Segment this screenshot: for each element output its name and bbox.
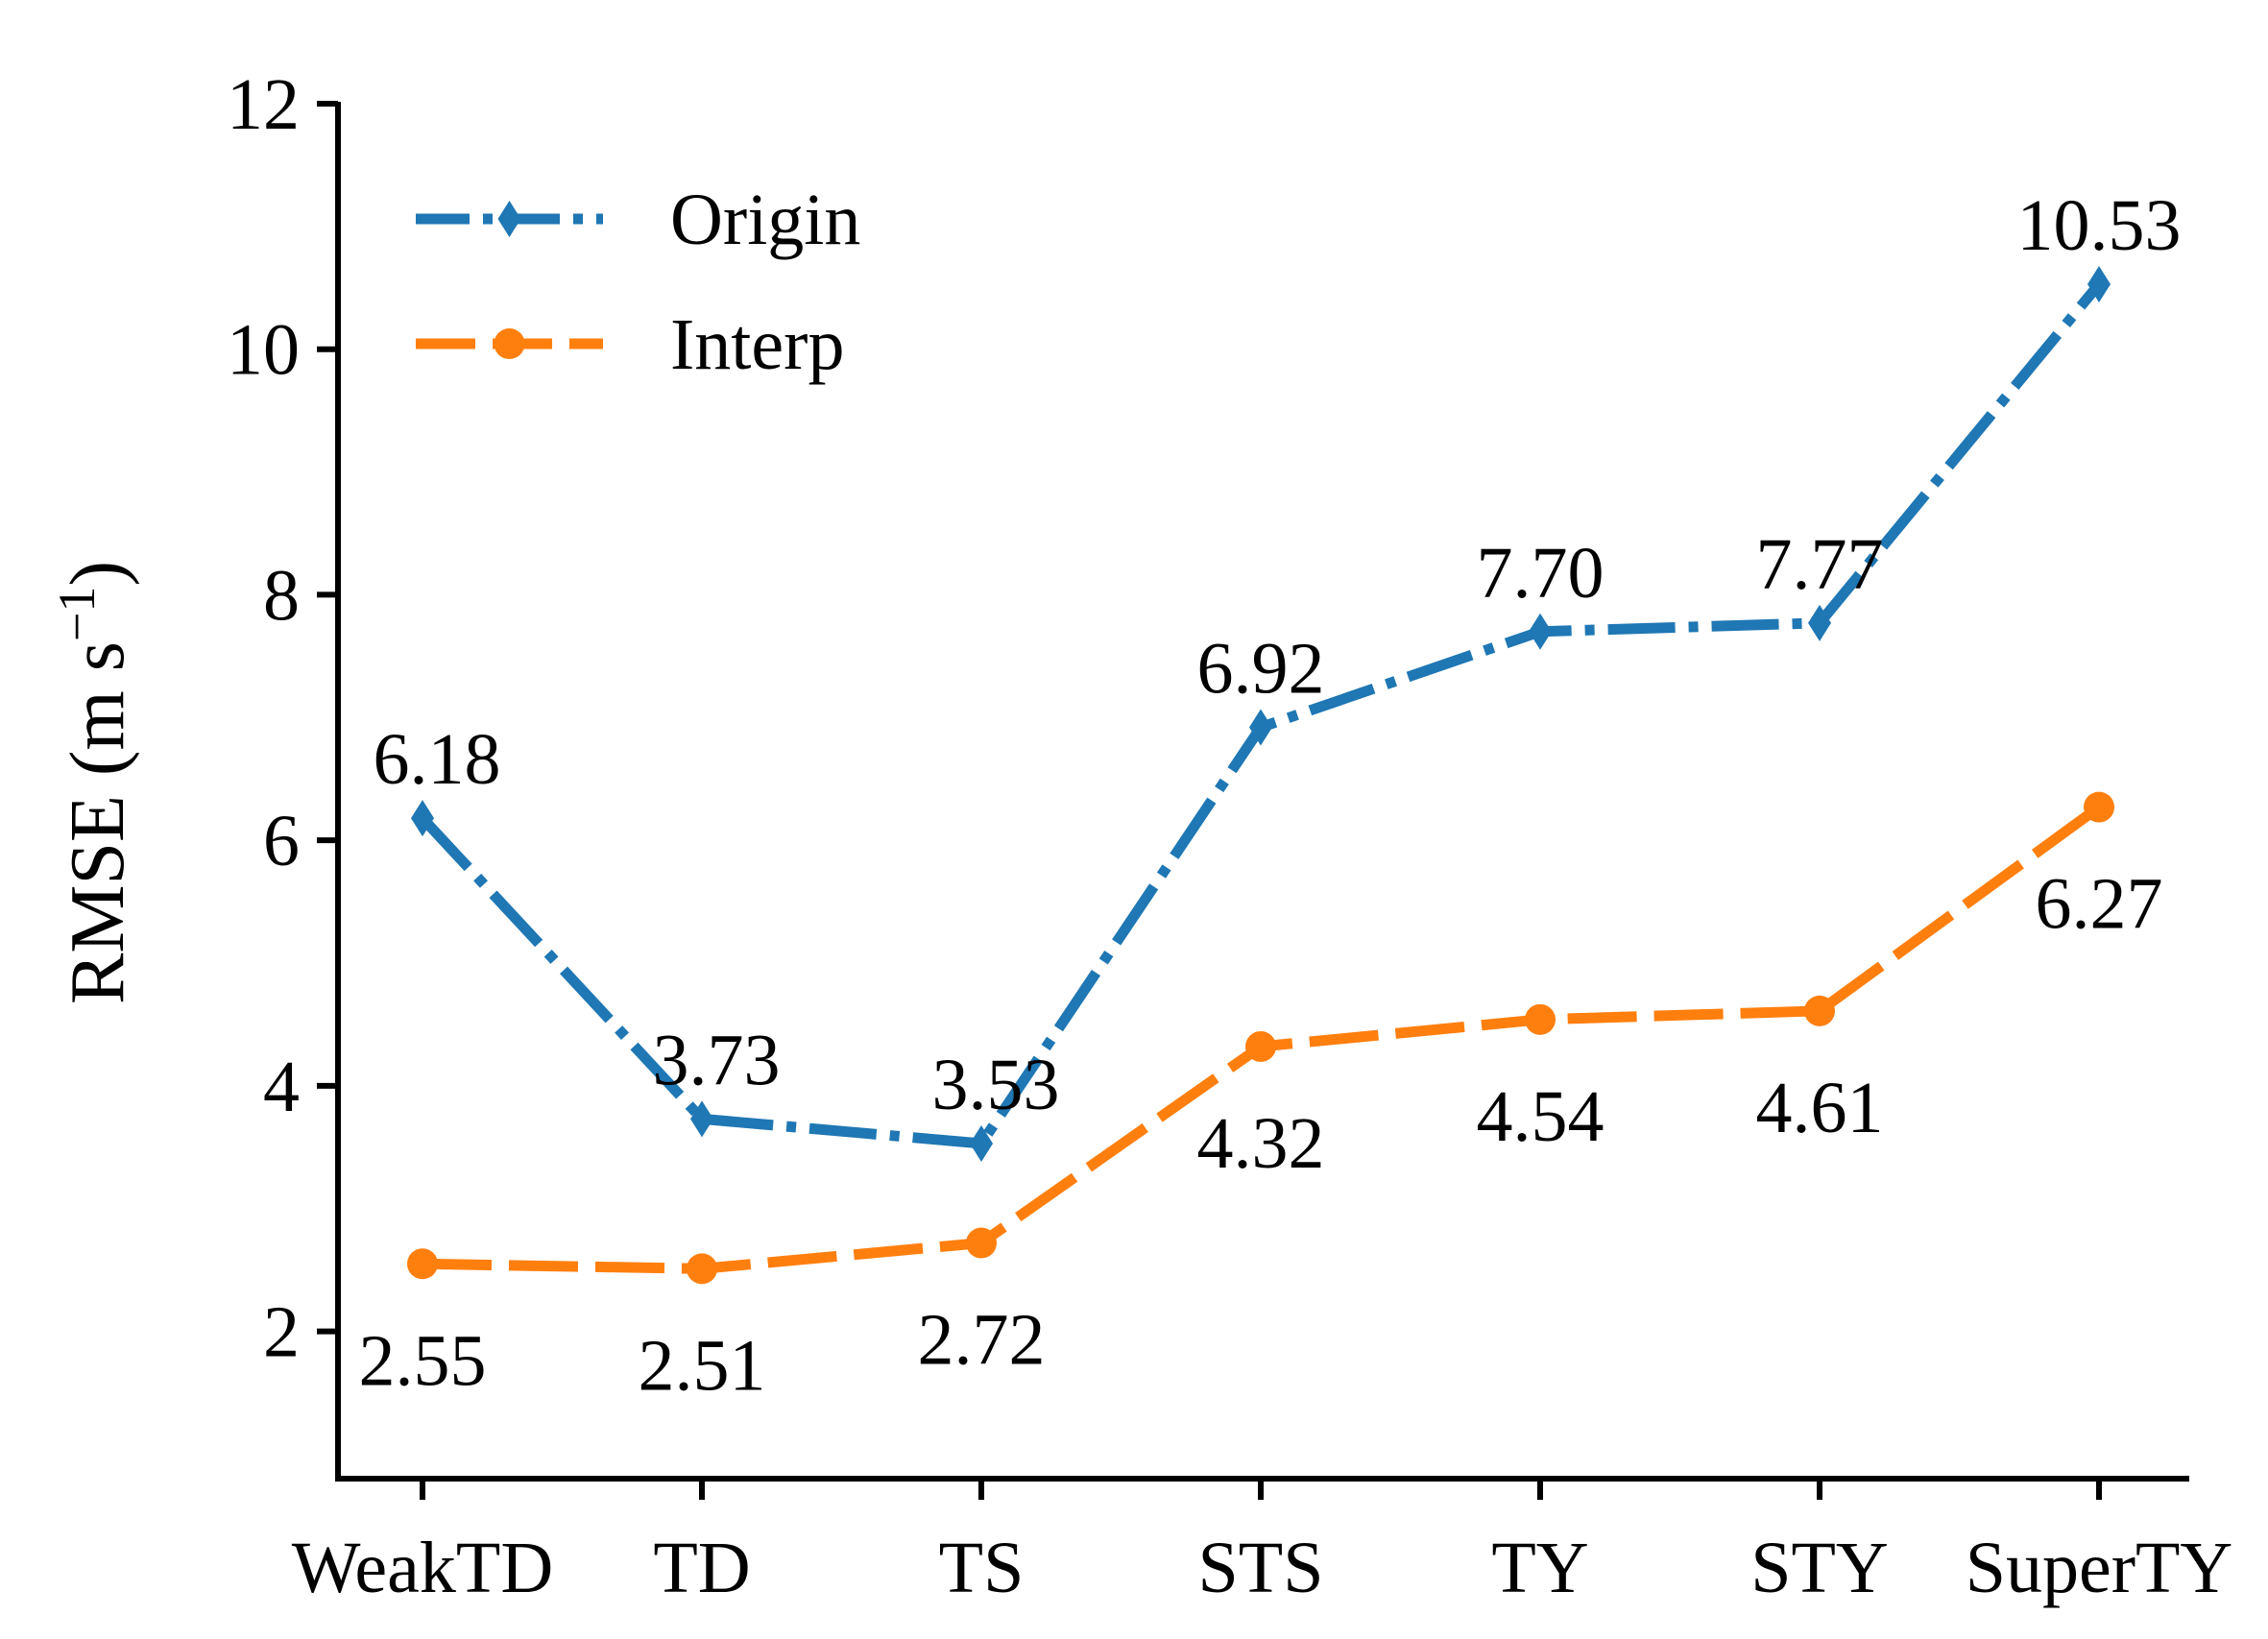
data-labels: 6.18 3.73 3.53 6.92 7.70 7.77 10.53 2.55 2.51 2.7… <box>359 185 2182 1406</box>
point-origin-sts <box>1249 709 1272 746</box>
point-origin-ty <box>1529 613 1552 650</box>
point-origin-superty <box>2087 265 2111 302</box>
x-tick-label-ty: TY <box>1491 1528 1588 1608</box>
series-layer <box>407 265 2114 1285</box>
data-label-interp-ty: 4.54 <box>1477 1076 1604 1157</box>
point-interp-sty <box>1804 995 1835 1026</box>
point-interp-weaktd <box>407 1248 438 1280</box>
data-label-interp-ts: 2.72 <box>918 1300 1046 1381</box>
point-origin-weaktd <box>411 800 434 837</box>
data-label-interp-weaktd: 2.55 <box>359 1320 487 1401</box>
data-label-origin-weaktd: 6.18 <box>374 719 501 800</box>
x-tick-label-superty: SuperTY <box>1966 1528 2233 1608</box>
y-tick-label: 12 <box>227 64 300 145</box>
legend: Origin Interp <box>416 180 860 385</box>
legend-marker-origin <box>497 201 521 237</box>
y-tick-label: 2 <box>263 1292 300 1373</box>
x-tick-label-sts: STS <box>1198 1528 1324 1608</box>
data-label-origin-sty: 7.77 <box>1756 524 1884 605</box>
x-tick-label-td: TD <box>653 1528 750 1608</box>
legend-item-origin: Origin <box>416 180 860 260</box>
series-interp <box>407 791 2114 1285</box>
data-label-interp-sts: 4.32 <box>1197 1103 1325 1184</box>
y-tick-label: 10 <box>227 310 300 391</box>
point-interp-ts <box>966 1227 997 1259</box>
y-tick-label: 4 <box>263 1047 300 1127</box>
data-label-interp-td: 2.51 <box>639 1325 766 1406</box>
data-label-origin-ty: 7.70 <box>1477 533 1604 614</box>
data-label-origin-superty: 10.53 <box>2017 185 2182 266</box>
y-tick-label: 8 <box>263 555 300 636</box>
y-tick-label: 6 <box>263 801 300 881</box>
point-origin-sty <box>1808 604 1831 641</box>
point-interp-sts <box>1245 1030 1276 1062</box>
point-interp-superty <box>2084 791 2114 823</box>
data-label-origin-ts: 3.53 <box>932 1045 1060 1125</box>
legend-label-interp: Interp <box>670 304 844 385</box>
legend-item-interp: Interp <box>416 304 844 385</box>
data-label-interp-sty: 4.61 <box>1756 1068 1884 1148</box>
y-axis-title: RMSE (m s−1) <box>48 561 140 1004</box>
point-origin-ts <box>970 1124 993 1162</box>
series-origin <box>411 265 2111 1162</box>
x-tick-label-sty: STY <box>1750 1528 1889 1608</box>
point-interp-ty <box>1525 1003 1556 1035</box>
axes: 2 4 6 8 10 12 WeakTD TD TS STS TY STY SuperTY <box>227 64 2232 1608</box>
x-tick-label-ts: TS <box>939 1528 1025 1608</box>
data-label-origin-td: 3.73 <box>653 1020 781 1100</box>
legend-label-origin: Origin <box>670 180 860 260</box>
data-label-interp-superty: 6.27 <box>2036 864 2163 945</box>
point-origin-td <box>690 1100 713 1138</box>
x-tick-label-weaktd: WeakTD <box>292 1528 553 1608</box>
data-label-origin-sts: 6.92 <box>1197 629 1325 710</box>
legend-marker-interp <box>494 328 525 359</box>
point-interp-td <box>687 1253 717 1285</box>
